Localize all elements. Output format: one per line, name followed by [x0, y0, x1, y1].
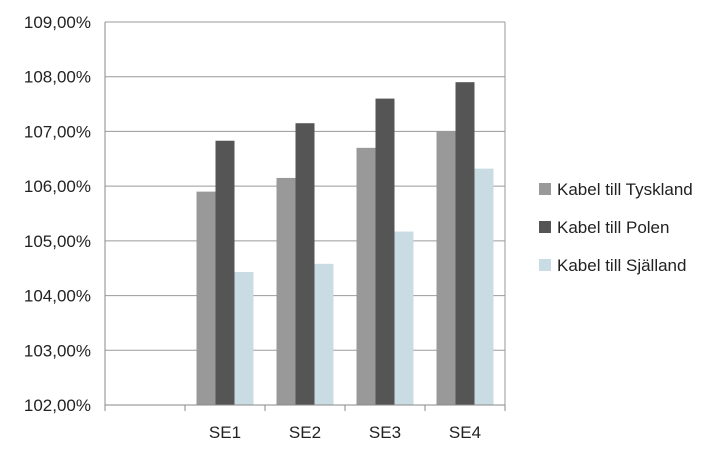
y-tick-label: 104,00% — [24, 287, 91, 306]
bar — [276, 177, 296, 405]
legend: Kabel till Tyskland Kabel till Polen Kabel… — [539, 180, 693, 275]
bar — [436, 131, 456, 405]
bar — [295, 123, 315, 405]
bar — [356, 147, 376, 406]
y-tick-label: 109,00% — [24, 13, 91, 32]
y-tick-label: 108,00% — [24, 68, 91, 87]
bar — [314, 263, 334, 405]
x-tick-label: SE3 — [369, 423, 401, 442]
bar — [215, 140, 235, 406]
x-tick-labels: SE1 SE2 SE3 SE4 — [209, 423, 481, 442]
x-tick-label: SE1 — [209, 423, 241, 442]
legend-label: Kabel till Polen — [557, 218, 669, 237]
y-tick-labels: 102,00% 103,00% 104,00% 105,00% 106,00% 107,0… — [24, 13, 91, 415]
legend-swatch — [539, 221, 551, 233]
y-tick-label: 107,00% — [24, 122, 91, 141]
bar — [234, 272, 254, 405]
legend-swatch — [539, 183, 551, 195]
bar — [394, 231, 414, 405]
axes — [104, 22, 506, 411]
bar — [474, 168, 494, 405]
bar — [375, 98, 395, 405]
y-tick-label: 105,00% — [24, 232, 91, 251]
x-tick-label: SE2 — [289, 423, 321, 442]
legend-label: Kabel till Tyskland — [557, 180, 693, 199]
y-tick-label: 103,00% — [24, 341, 91, 360]
x-tick-label: SE4 — [449, 423, 481, 442]
legend-label: Kabel till Själland — [557, 256, 686, 275]
bar — [455, 82, 475, 405]
y-tick-label: 102,00% — [24, 396, 91, 415]
y-tick-label: 106,00% — [24, 177, 91, 196]
bars — [196, 82, 494, 406]
bar — [196, 191, 216, 405]
legend-swatch — [539, 259, 551, 271]
